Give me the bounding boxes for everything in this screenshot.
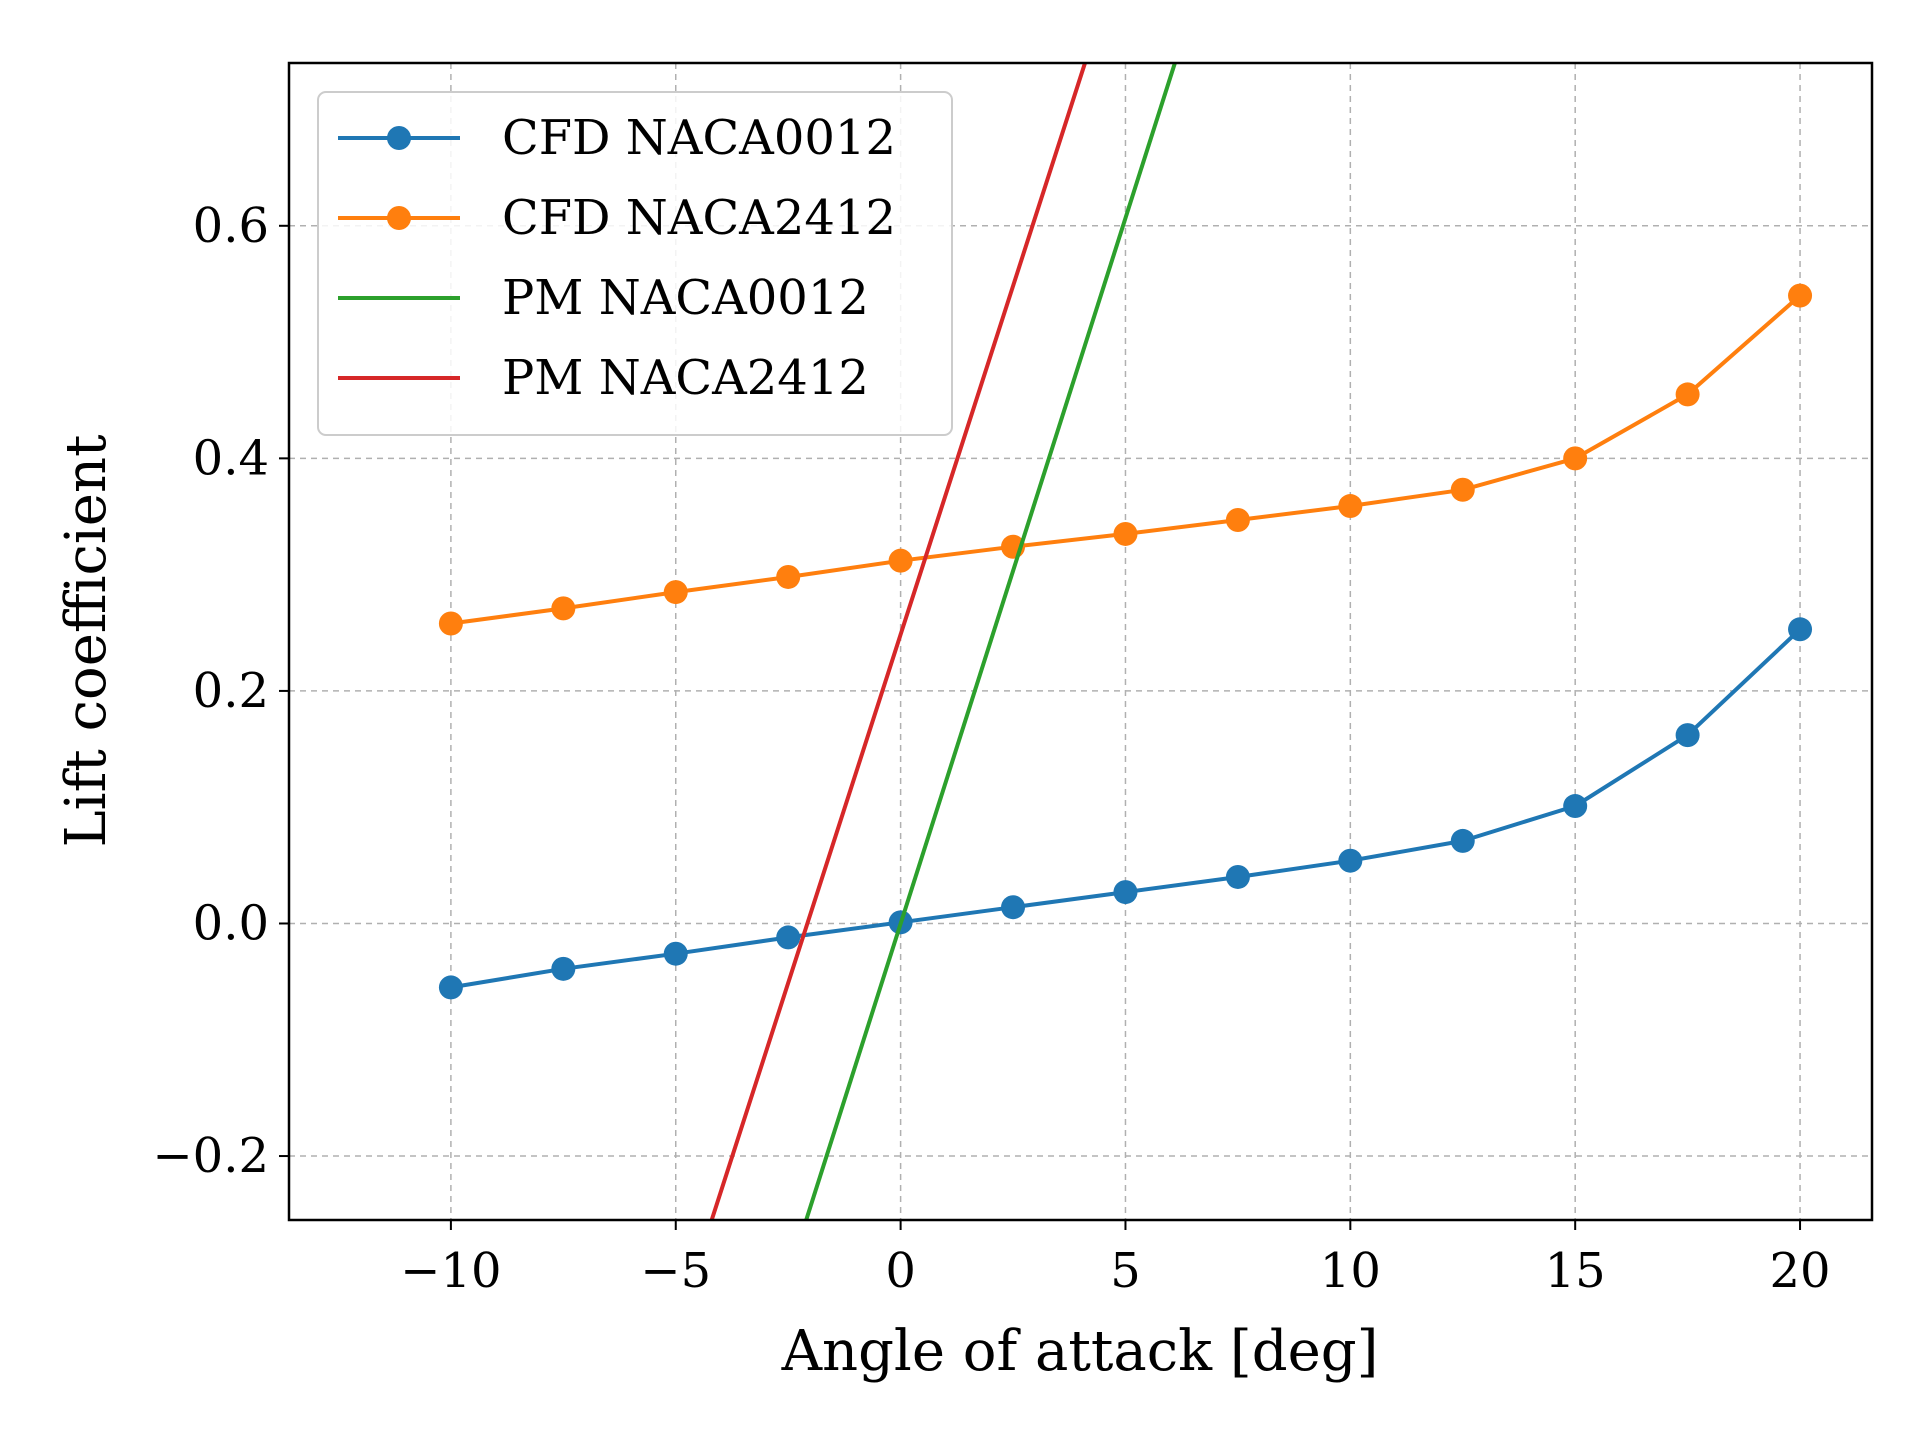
x-tick-label: 0 bbox=[885, 1243, 916, 1299]
series-pm-naca0012 bbox=[804, 63, 1177, 1220]
x-tick-label: 10 bbox=[1320, 1243, 1381, 1299]
x-tick-label: −10 bbox=[400, 1243, 501, 1299]
legend-item: PM NACA0012 bbox=[338, 270, 869, 326]
data-point bbox=[888, 548, 913, 573]
legend-item: CFD NACA2412 bbox=[338, 190, 896, 246]
data-point bbox=[551, 596, 576, 621]
legend-label: PM NACA2412 bbox=[502, 350, 869, 406]
data-point bbox=[1563, 794, 1588, 819]
legend-label: PM NACA0012 bbox=[502, 270, 869, 326]
data-point bbox=[1338, 848, 1363, 873]
data-point bbox=[1675, 723, 1700, 748]
series-cfd-naca2412 bbox=[438, 283, 1813, 636]
series-line bbox=[804, 63, 1177, 1220]
y-tick-label: −0.2 bbox=[152, 1128, 269, 1184]
legend-swatch-marker bbox=[387, 126, 411, 150]
data-point bbox=[1450, 828, 1475, 853]
y-tick-label: 0.4 bbox=[193, 430, 269, 486]
data-point bbox=[1225, 507, 1250, 532]
legend: CFD NACA0012 CFD NACA2412 PM NACA0012 PM NA… bbox=[317, 91, 953, 436]
series-pm-naca2412 bbox=[709, 63, 1087, 1220]
data-point bbox=[776, 925, 801, 950]
data-point bbox=[1450, 477, 1475, 502]
data-point bbox=[1788, 617, 1813, 642]
x-tick-label: −5 bbox=[640, 1243, 711, 1299]
data-point bbox=[1001, 895, 1026, 920]
data-point bbox=[438, 611, 463, 636]
plot-area-frame bbox=[287, 61, 1874, 1222]
data-point bbox=[1563, 446, 1588, 471]
series-layer bbox=[438, 63, 1813, 1220]
legend-item: PM NACA2412 bbox=[338, 350, 869, 406]
series-cfd-naca0012 bbox=[438, 617, 1813, 1000]
data-point bbox=[1113, 521, 1138, 546]
series-line bbox=[709, 63, 1087, 1220]
y-tick-label: 0.2 bbox=[193, 663, 269, 719]
data-point bbox=[1225, 864, 1250, 889]
data-point bbox=[663, 941, 688, 966]
axis-ticks: −10 −5 0 5 10 15 20 −0.2 0.0 0.2 0.4 0.6 bbox=[152, 198, 1830, 1299]
data-point bbox=[1788, 283, 1813, 308]
y-axis-label: Lift coefficient bbox=[54, 434, 119, 848]
x-axis-label: Angle of attack [deg] bbox=[781, 1319, 1379, 1384]
data-point bbox=[1338, 494, 1363, 519]
x-tick-label: 5 bbox=[1110, 1243, 1141, 1299]
data-point bbox=[551, 956, 576, 981]
legend-label: CFD NACA0012 bbox=[502, 110, 896, 166]
data-point bbox=[1675, 382, 1700, 407]
data-point bbox=[663, 580, 688, 605]
y-tick-label: 0.0 bbox=[193, 895, 269, 951]
x-tick-label: 20 bbox=[1770, 1243, 1831, 1299]
data-point bbox=[438, 975, 463, 1000]
legend-label: CFD NACA2412 bbox=[502, 190, 896, 246]
data-point bbox=[1113, 880, 1138, 905]
legend-box bbox=[317, 91, 953, 436]
y-tick-label: 0.6 bbox=[193, 198, 269, 254]
legend-item: CFD NACA0012 bbox=[338, 110, 896, 166]
legend-swatch-marker bbox=[387, 206, 411, 230]
x-tick-label: 15 bbox=[1545, 1243, 1606, 1299]
data-point bbox=[776, 564, 801, 589]
